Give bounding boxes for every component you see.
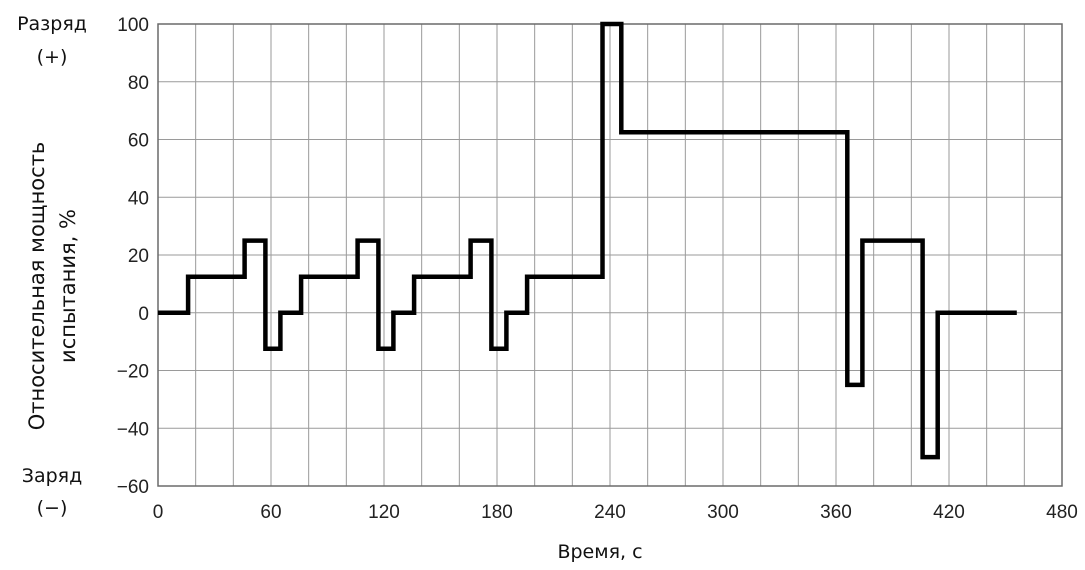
y-tick-label: 20: [128, 246, 149, 267]
y-tick-label: 40: [128, 188, 149, 209]
series-layer: [158, 21, 1017, 460]
y-tick-label: −60: [117, 477, 149, 498]
charge-sign: (−): [37, 497, 68, 519]
grid-lines: [158, 24, 1062, 486]
y-tick-label: −20: [117, 362, 149, 383]
x-tick-label: 180: [481, 502, 513, 523]
x-tick-label: 480: [1046, 502, 1078, 523]
x-tick-labels: 0 60 120 180 240 300 360 420 480: [153, 502, 1078, 523]
y-axis-label-line1: Относительная мощность: [25, 142, 49, 431]
x-tick-label: 300: [707, 502, 739, 523]
discharge-sign: (+): [37, 46, 68, 68]
y-tick-label: 80: [128, 73, 149, 94]
power-profile-line: [158, 21, 1017, 460]
discharge-label: Разряд: [17, 13, 87, 35]
y-tick-label: 100: [117, 15, 149, 36]
charge-label: Заряд: [22, 465, 82, 487]
x-tick-label: 120: [368, 502, 400, 523]
y-tick-label: −40: [117, 419, 149, 440]
y-tick-label: 0: [138, 304, 149, 325]
y-tick-labels: −60 −40 −20 0 20 40 60 80 100: [117, 15, 149, 498]
y-axis-label-line2: испытания, %: [56, 209, 80, 363]
x-tick-label: 0: [153, 502, 164, 523]
x-tick-label: 360: [820, 502, 852, 523]
x-tick-label: 60: [260, 502, 281, 523]
x-tick-label: 420: [933, 502, 965, 523]
y-tick-label: 60: [128, 131, 149, 152]
x-tick-label: 240: [594, 502, 626, 523]
x-axis-label: Время, с: [557, 541, 642, 563]
